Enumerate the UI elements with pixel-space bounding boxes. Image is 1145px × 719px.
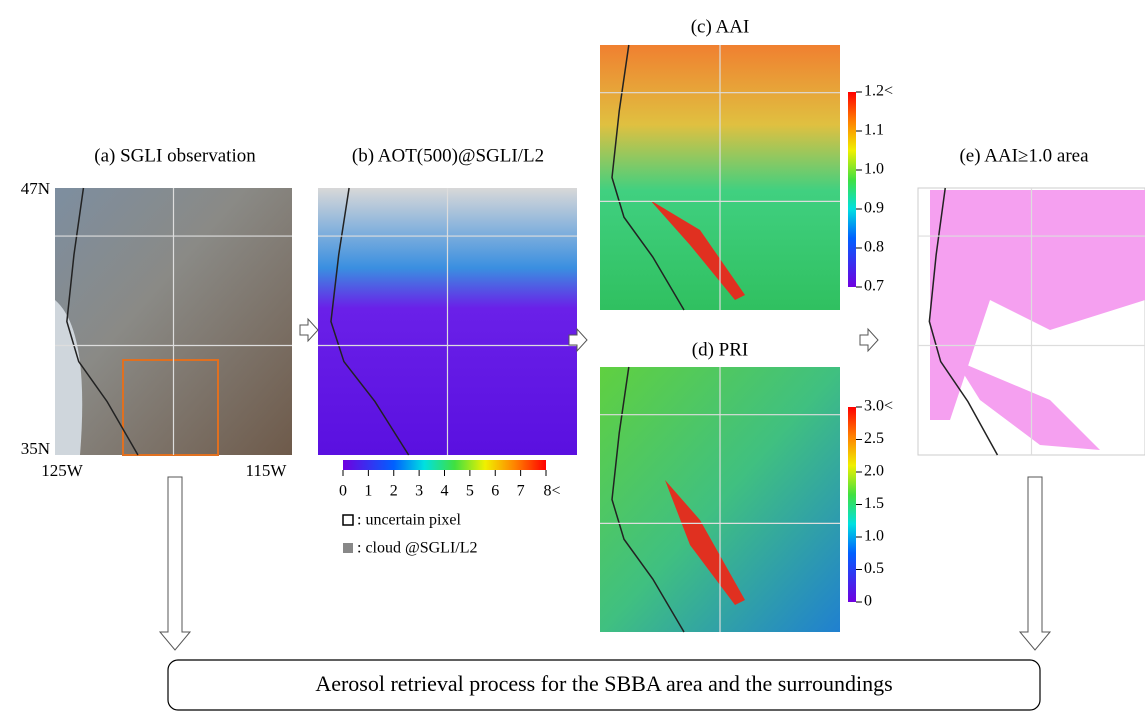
arrow (1020, 477, 1050, 650)
panel-title: (a) SGLI observation (94, 145, 256, 166)
figure: Aerosol retrieval process for the SBBA a… (0, 0, 1145, 714)
colorbar-tick-label: 3.0< (864, 398, 893, 415)
colorbar-tick-label: 0.7 (864, 278, 884, 295)
arrow (860, 329, 878, 351)
arrow (160, 477, 190, 650)
legend-symbol (343, 543, 353, 553)
colorbar-tick-label: 1.2< (864, 83, 893, 100)
lon-label: 125W (41, 461, 84, 480)
arrow (300, 319, 318, 341)
colorbar-tick-label: 6 (491, 483, 499, 500)
panel-title: (b) AOT(500)@SGLI/L2 (352, 145, 544, 166)
colorbar-tick-label: 0 (339, 483, 347, 500)
panel-title: (e) AAI≥1.0 area (959, 145, 1089, 166)
colorbar (848, 407, 856, 602)
colorbar-tick-label: 4 (441, 483, 449, 500)
colorbar (848, 92, 856, 287)
legend-label: : cloud @SGLI/L2 (357, 540, 478, 557)
colorbar-tick-label: 2.0 (864, 463, 884, 480)
colorbar-tick-label: 2.5 (864, 430, 884, 447)
page: Aerosol retrieval process for the SBBA a… (0, 0, 1145, 714)
lon-label: 115W (246, 461, 288, 480)
colorbar-tick-label: 7 (517, 483, 525, 500)
process-text: Aerosol retrieval process for the SBBA a… (315, 671, 892, 696)
colorbar-tick-label: 0.9 (864, 200, 884, 217)
colorbar-tick-label: 1.0 (864, 528, 884, 545)
colorbar (343, 460, 546, 470)
colorbar-tick-label: 0.8 (864, 239, 884, 256)
colorbar-tick-label: 1 (364, 483, 372, 500)
legend-label: : uncertain pixel (357, 512, 462, 529)
colorbar-tick-label: 1.5 (864, 495, 884, 512)
lat-label: 35N (21, 439, 50, 458)
panel-title: (d) PRI (692, 339, 748, 360)
colorbar-tick-label: 0 (864, 593, 872, 610)
colorbar-tick-label: 5 (466, 483, 474, 500)
colorbar-tick-label: 1.0 (864, 161, 884, 178)
colorbar-tick-label: 8< (543, 483, 560, 500)
colorbar-tick-label: 2 (390, 483, 398, 500)
panel-title: (c) AAI (691, 16, 750, 37)
colorbar-tick-label: 1.1 (864, 122, 884, 139)
legend-symbol (343, 515, 353, 525)
colorbar-tick-label: 3 (415, 483, 423, 500)
colorbar-tick-label: 0.5 (864, 560, 884, 577)
lat-label: 47N (21, 179, 50, 198)
